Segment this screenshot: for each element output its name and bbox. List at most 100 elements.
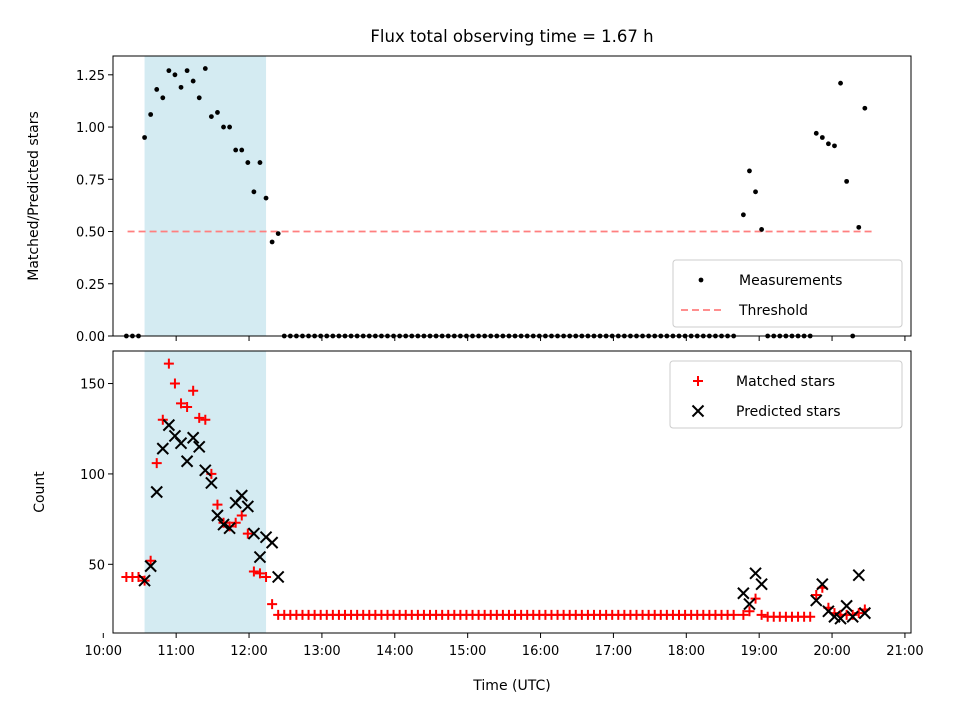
- measurement-point: [275, 231, 281, 237]
- x-tick-label: 14:00: [376, 644, 413, 659]
- matched-stars-point: [194, 412, 205, 423]
- x-tick-label: 19:00: [740, 644, 777, 659]
- measurement-point: [832, 143, 837, 149]
- measurement-point: [838, 80, 843, 86]
- predicted-stars-point: [186, 431, 200, 444]
- predicted-stars-point: [852, 568, 865, 582]
- x-tick-label: 11:00: [157, 644, 194, 659]
- x-tick-label: 17:00: [595, 644, 632, 659]
- measurement-point: [208, 114, 214, 119]
- x-tick-label: 16:00: [522, 644, 559, 659]
- matched-stars-point: [176, 398, 187, 409]
- predicted-stars-point: [162, 418, 176, 432]
- measurement-point: [239, 147, 245, 153]
- legend-label: Matched stars: [736, 374, 835, 390]
- measurement-point: [196, 95, 202, 101]
- predicted-stars-point: [138, 574, 151, 587]
- matched-stars-point: [847, 609, 858, 620]
- predicted-stars-point: [180, 455, 194, 468]
- predicted-stars-point: [235, 489, 248, 502]
- predicted-stars-point: [205, 476, 218, 490]
- matched-stars-point: [145, 555, 156, 566]
- top-y-tick-label: 0.25: [76, 278, 105, 293]
- legend-box: [672, 259, 903, 328]
- matched-stars-point: [157, 414, 168, 425]
- matched-stars-point: [242, 528, 253, 539]
- predicted-stars-point: [737, 587, 750, 600]
- top-highlight-span: [144, 56, 267, 336]
- predicted-stars-point: [743, 597, 756, 611]
- x-tick-label: 21:00: [886, 644, 923, 659]
- predicted-stars-point: [223, 521, 236, 535]
- measurement-point: [221, 124, 226, 130]
- predicted-stars-point: [193, 440, 206, 454]
- top-y-ticks: 0.00 0.25 0.50 0.75 1.00 1.25: [76, 69, 113, 345]
- x-tick-label: 13:00: [303, 644, 340, 659]
- measurement-point: [172, 72, 178, 78]
- measurement-point: [148, 112, 154, 117]
- predicted-stars-point: [150, 485, 163, 499]
- matched-stars-point: [248, 566, 259, 577]
- matched-stars-point: [728, 609, 739, 620]
- predicted-stars-point: [253, 550, 267, 564]
- top-axes-frame: [112, 55, 912, 337]
- bottom-highlight-span: [144, 351, 267, 633]
- predicted-stars-point: [144, 559, 157, 573]
- legend-marker-swatch: [691, 404, 705, 418]
- measurement-point: [856, 224, 862, 230]
- matched-stars-point: [811, 590, 822, 601]
- x-axis-label: Time (UTC): [472, 678, 550, 694]
- predicted-stars-point: [199, 464, 212, 477]
- measurement-point: [166, 68, 172, 74]
- measurements-series: [123, 66, 868, 339]
- matched-stars-point: [169, 378, 180, 389]
- top-y-tick-label: 1.25: [76, 69, 105, 84]
- predicted-stars-point: [156, 442, 170, 455]
- measurement-point: [862, 105, 868, 111]
- measurement-point: [257, 160, 263, 165]
- measurement-point: [813, 130, 819, 136]
- matched-stars-point: [188, 385, 199, 396]
- legend-marker-swatch: [693, 376, 703, 386]
- measurement-point: [826, 141, 831, 147]
- matched-stars-point: [182, 402, 193, 413]
- legend-label: Predicted stars: [736, 404, 841, 420]
- predicted-stars-point: [217, 518, 230, 531]
- predicted-stars-point: [858, 606, 872, 620]
- matched-stars-point: [163, 358, 174, 369]
- top-y-tick-label: 0.00: [76, 330, 105, 345]
- top-y-tick-label: 0.75: [76, 173, 105, 188]
- predicted-stars-point: [816, 577, 829, 591]
- legend-box: [669, 360, 903, 429]
- legend-label: Measurements: [739, 273, 842, 289]
- bottom-legend: Matched stars Predicted stars: [669, 360, 903, 429]
- predicted-stars-point: [247, 527, 261, 540]
- predicted-stars-point: [241, 500, 255, 513]
- matched-stars-point: [254, 568, 265, 579]
- measurement-point: [215, 110, 220, 115]
- measurement-point: [160, 95, 166, 101]
- matched-stars-point: [230, 517, 241, 528]
- matched-stars-point: [750, 593, 761, 604]
- bottom-x-ticks: 10:00 11:00 12:00 13:00 14:00 15:00 16:00 17:00…: [85, 633, 924, 659]
- predicted-stars-point: [840, 599, 853, 613]
- top-y-tick-label: 0.50: [76, 226, 105, 241]
- bottom-y-ticks: 50 100 150: [80, 378, 113, 573]
- bottom-y-tick-label: 150: [80, 378, 105, 393]
- top-legend: Measurements Threshold: [672, 259, 903, 328]
- measurement-point: [202, 66, 208, 71]
- predicted-stars-point: [755, 577, 768, 591]
- measurement-point: [190, 78, 196, 84]
- bottom-axes-frame: [112, 350, 912, 634]
- matched-stars-point: [200, 414, 211, 425]
- predicted-stars-point: [810, 594, 823, 607]
- x-tick-label: 20:00: [813, 644, 850, 659]
- predicted-stars-point: [211, 509, 224, 522]
- x-tick-label: 12:00: [230, 644, 267, 659]
- measurement-point: [844, 178, 850, 184]
- top-y-axis-label: Matched/Predicted stars: [26, 111, 42, 281]
- measurement-point: [819, 135, 825, 140]
- matched-stars-point: [738, 609, 749, 620]
